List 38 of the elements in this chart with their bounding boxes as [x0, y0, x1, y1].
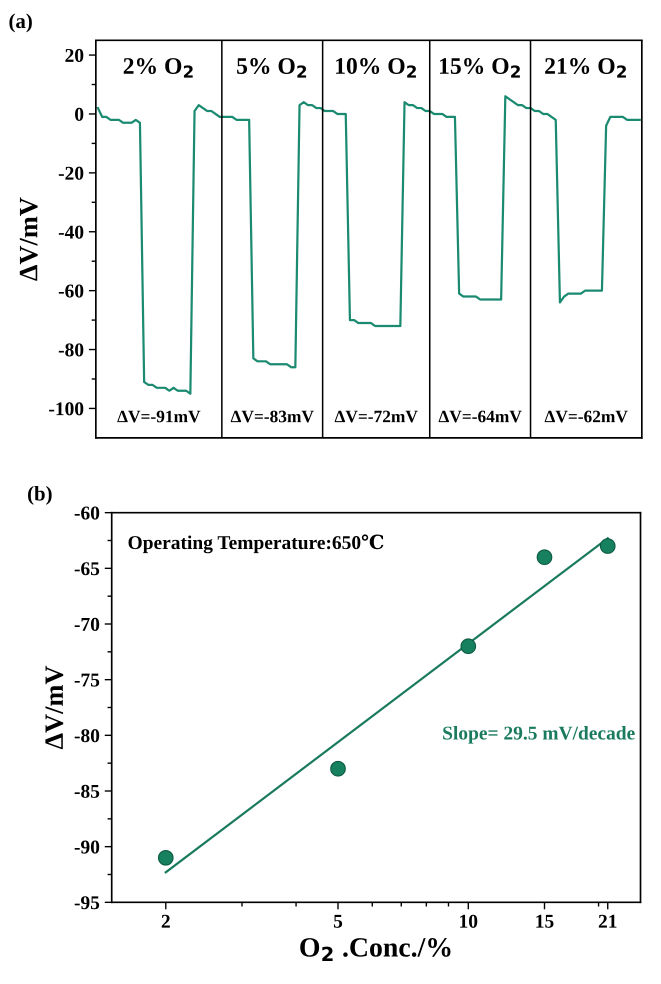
y-axis-title: ΔV/mV [20, 197, 38, 281]
x-tick-label: 2 [162, 914, 170, 928]
line-series [96, 95, 641, 395]
y-tick-label: -75 [74, 674, 100, 687]
annotation: 2% O$_{2}$ [124, 58, 193, 78]
y-axis-title: ΔV/mV [45, 666, 64, 750]
annotation: ΔV=-91mV [117, 410, 200, 422]
y-tick-label: -40 [58, 226, 84, 239]
annotation: Slope= 29.5 mV/decade [443, 726, 635, 744]
x-tick-label: 10 [460, 914, 478, 928]
annotation: ΔV=-83mV [230, 410, 314, 422]
x-tick-label: 5 [334, 914, 342, 928]
y-tick-label: -80 [74, 729, 100, 742]
annotation: 10% O$_{2}$ [336, 58, 416, 78]
annotation: ΔV=-72mV [334, 410, 418, 422]
y-tick-label: -90 [74, 840, 100, 854]
chart-title: (b) [28, 486, 52, 505]
y-tick-label: -60 [58, 284, 84, 298]
y-tick-label: -100 [49, 402, 84, 416]
y-tick-label: -80 [58, 343, 84, 356]
x-tick-label: 21 [598, 914, 616, 928]
y-tick-label: -85 [74, 784, 100, 798]
annotation: Operating Temperature:650℃ [128, 534, 384, 554]
annotation: ΔV=-64mV [438, 410, 522, 422]
chart-title: (a) [9, 14, 32, 32]
annotation: 5% O$_{2}$ [237, 58, 306, 78]
y-tick-label: 0 [75, 108, 84, 121]
annotation: 21% O$_{2}$ [545, 58, 626, 78]
y-tick-label: -60 [74, 506, 100, 520]
annotation: ΔV=-62mV [544, 410, 628, 422]
y-tick-label: -70 [74, 618, 100, 631]
y-tick-label: 20 [65, 48, 84, 62]
x-axis-title: O$_{2}$ .Conc./% [300, 938, 450, 962]
x-tick-label: 15 [536, 914, 554, 928]
y-tick-label: -65 [74, 562, 100, 576]
y-tick-label: -20 [58, 166, 84, 180]
annotation: 15% O$_{2}$ [440, 58, 520, 78]
y-tick-label: -95 [74, 896, 100, 910]
